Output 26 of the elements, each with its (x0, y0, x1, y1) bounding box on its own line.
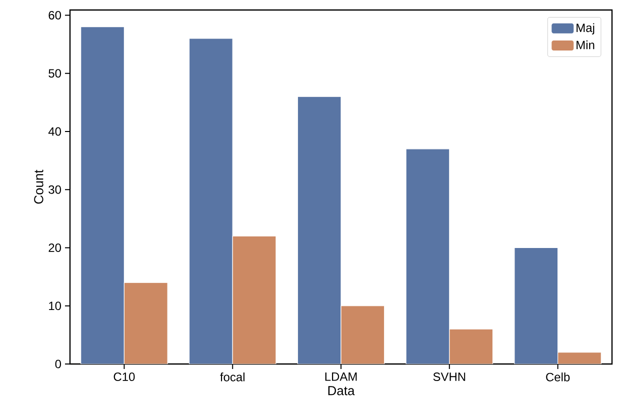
y-tick-label: 10 (49, 302, 62, 310)
bar (558, 352, 602, 364)
y-tick-label: 20 (48, 243, 62, 252)
y-tick-label: 30 (48, 185, 62, 194)
x-axis-title: Data (328, 386, 355, 396)
bar (124, 282, 168, 364)
bar (189, 38, 233, 364)
y-tick-label: 50 (48, 69, 62, 78)
y-axis-title: Count (34, 170, 44, 204)
bar (341, 306, 384, 364)
y-tick-label: 0 (55, 360, 62, 368)
bar (298, 96, 341, 364)
legend-label: Min (576, 40, 594, 50)
bar (80, 26, 124, 364)
y-tick-label: 40 (48, 127, 62, 136)
y-tick-label: 60 (48, 10, 62, 20)
x-tick-label: SVHN (433, 372, 466, 382)
x-tick-label: C10 (114, 372, 135, 382)
bar (406, 148, 450, 364)
x-tick-label: Celb (546, 372, 570, 382)
bar (514, 247, 558, 364)
legend-label: Maj (576, 23, 594, 34)
x-tick-label: LDAM (325, 372, 357, 381)
bar (449, 329, 493, 364)
bar (232, 236, 276, 364)
x-tick-label: focal (220, 372, 244, 382)
